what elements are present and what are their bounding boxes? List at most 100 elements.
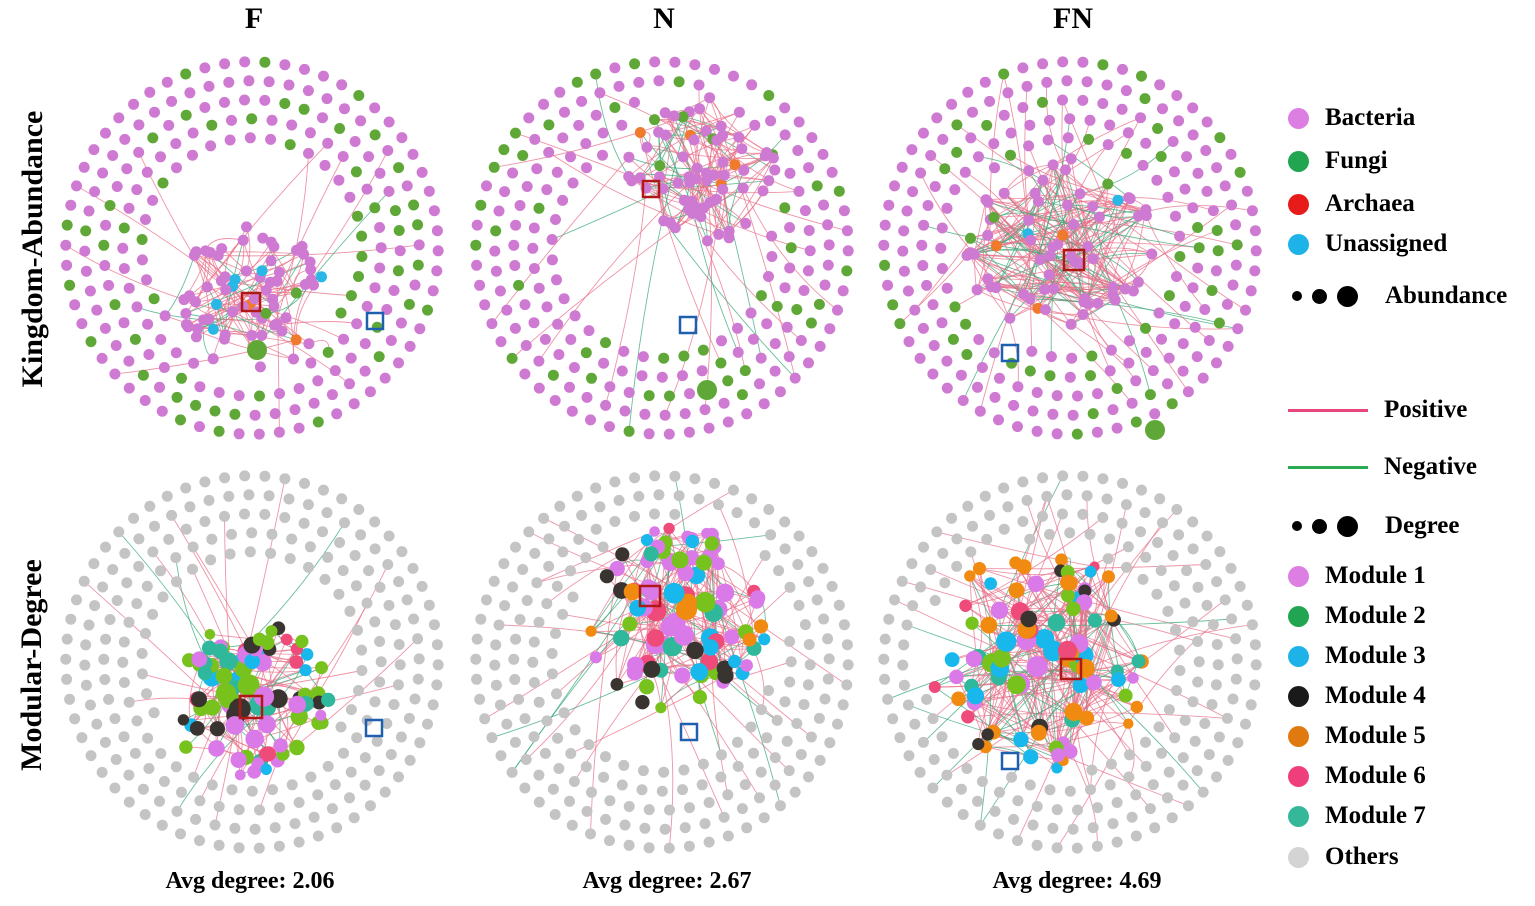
- network-node: [136, 234, 148, 245]
- network-node: [936, 263, 948, 274]
- network-node: [350, 166, 362, 178]
- network-node: [990, 601, 1009, 619]
- network-node: [803, 225, 815, 236]
- network-node: [580, 761, 592, 773]
- network-node: [634, 127, 646, 138]
- network-node: [695, 592, 716, 613]
- network-edge: [1045, 183, 1109, 310]
- network-node: [988, 211, 1000, 223]
- network-node: [1057, 508, 1068, 520]
- legend-label: Abundance: [1385, 282, 1508, 309]
- others-swatch: [1288, 846, 1309, 868]
- network-node: [639, 408, 651, 420]
- network-node: [1192, 636, 1204, 647]
- network-node: [239, 508, 250, 520]
- network-node: [245, 729, 264, 749]
- network-node: [345, 352, 357, 364]
- network-node: [290, 287, 302, 299]
- network-node: [1174, 665, 1186, 676]
- network-node: [636, 784, 648, 796]
- network-node: [1008, 582, 1025, 599]
- network-node: [157, 177, 169, 189]
- network-node: [359, 752, 371, 764]
- network-node: [739, 779, 751, 791]
- network-node: [353, 271, 364, 282]
- network-node: [627, 656, 644, 674]
- network-node: [715, 771, 727, 783]
- network-node: [382, 559, 394, 570]
- network-node: [917, 736, 929, 748]
- network-node: [286, 779, 298, 791]
- network-node: [769, 752, 781, 764]
- network-node: [1203, 749, 1215, 760]
- network-node: [1024, 119, 1036, 131]
- network-node: [769, 338, 781, 350]
- network-node: [951, 119, 963, 131]
- network-node: [733, 106, 745, 118]
- network-node: [1107, 818, 1119, 830]
- network-node: [533, 796, 545, 808]
- network-node: [927, 782, 939, 794]
- network-node: [811, 180, 823, 192]
- network-node: [1057, 94, 1068, 106]
- network-node: [509, 674, 521, 685]
- network-node: [171, 162, 182, 174]
- network-node: [573, 119, 585, 131]
- network-edge: [987, 496, 1048, 735]
- network-node: [755, 766, 767, 778]
- network-node: [814, 340, 826, 352]
- network-node: [822, 633, 834, 645]
- network-node: [355, 529, 367, 541]
- network-node: [219, 96, 230, 108]
- network-node: [609, 560, 625, 577]
- network-node: [745, 721, 757, 733]
- network-node: [470, 653, 482, 665]
- network-node: [783, 351, 795, 363]
- network-node: [1120, 85, 1132, 97]
- network-node: [393, 357, 404, 369]
- network-node: [273, 738, 288, 753]
- network-node: [1055, 553, 1068, 566]
- network-node: [785, 656, 797, 668]
- network-node: [241, 221, 252, 233]
- network-node: [633, 490, 645, 502]
- network-edge: [511, 198, 717, 359]
- module-7-swatch: [1288, 805, 1309, 827]
- network-node: [590, 109, 602, 121]
- network-node: [736, 803, 748, 815]
- network-node: [409, 279, 421, 291]
- network-node: [239, 56, 251, 68]
- network-edge: [973, 496, 1048, 703]
- network-node: [1047, 241, 1059, 253]
- network-node: [597, 127, 609, 139]
- network-node: [918, 127, 929, 139]
- network-node: [946, 98, 958, 110]
- network-node: [493, 619, 505, 631]
- network-node: [192, 323, 204, 335]
- network-node: [1140, 736, 1151, 748]
- network-node: [696, 554, 712, 571]
- network-node: [514, 200, 526, 211]
- network-node: [352, 624, 363, 636]
- network-node: [156, 405, 168, 417]
- network-node: [118, 636, 130, 648]
- network-node: [413, 239, 425, 251]
- network-node: [1002, 87, 1014, 99]
- network-edge: [274, 153, 309, 326]
- network-node: [1057, 470, 1069, 482]
- network-node: [408, 199, 420, 211]
- network-node: [765, 529, 777, 541]
- network-node: [237, 234, 249, 246]
- network-edge: [118, 531, 210, 649]
- network-node: [766, 230, 778, 242]
- network-node: [392, 679, 404, 691]
- network-node: [76, 732, 88, 744]
- network-node: [1177, 779, 1189, 791]
- network-node: [1077, 508, 1089, 520]
- network-node: [431, 639, 443, 651]
- network-node: [623, 387, 635, 398]
- network-node: [1140, 760, 1152, 772]
- network-node: [626, 175, 638, 187]
- network-node: [1211, 357, 1222, 369]
- network-node: [233, 804, 245, 816]
